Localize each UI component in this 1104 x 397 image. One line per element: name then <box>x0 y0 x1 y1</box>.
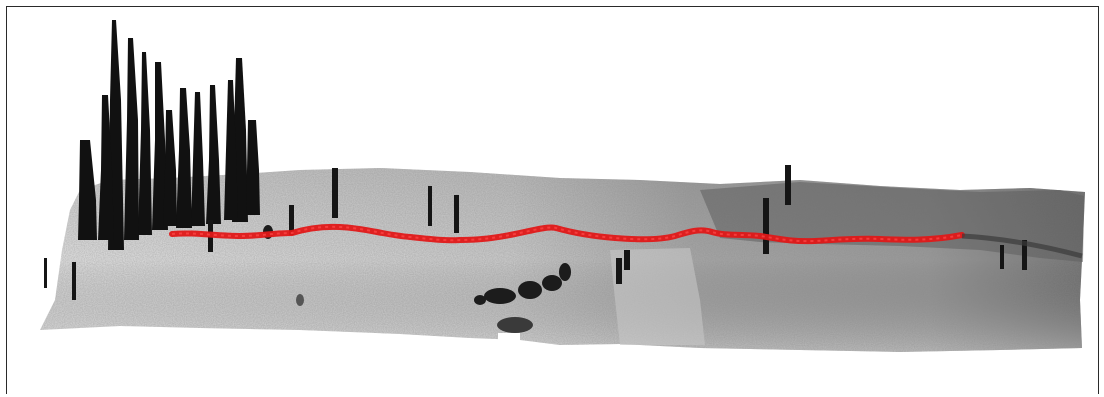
shrub-clusters <box>263 225 571 333</box>
road-continuation <box>961 233 1083 259</box>
clearing-path <box>610 248 705 345</box>
trajectory-line-texture <box>171 225 963 243</box>
ground-gap <box>498 333 520 347</box>
tall-trees-cluster <box>78 20 260 250</box>
